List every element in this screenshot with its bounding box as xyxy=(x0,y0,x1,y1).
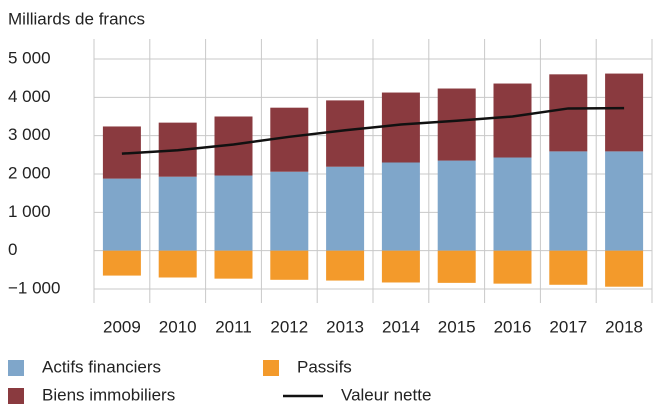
legend-swatch xyxy=(8,388,24,404)
x-tick-label: 2017 xyxy=(549,317,587,336)
y-tick-label: 5 000 xyxy=(8,48,51,67)
x-tick-label: 2012 xyxy=(270,317,308,336)
bar xyxy=(549,250,588,285)
bar xyxy=(102,178,141,251)
bar xyxy=(381,250,420,283)
y-axis-label: Milliards de francs xyxy=(8,9,145,28)
bar xyxy=(158,176,197,251)
bar xyxy=(493,83,532,158)
legend-label: Valeur nette xyxy=(341,385,431,404)
bar xyxy=(605,73,644,152)
bar xyxy=(437,88,476,161)
x-tick-label: 2013 xyxy=(326,317,364,336)
y-tick-label: 1 000 xyxy=(8,202,51,221)
bar xyxy=(437,250,476,283)
y-tick-label: −1 000 xyxy=(8,278,60,297)
x-tick-label: 2016 xyxy=(494,317,532,336)
x-tick-label: 2014 xyxy=(382,317,420,336)
x-tick-label: 2009 xyxy=(103,317,141,336)
y-tick-label: 2 000 xyxy=(8,163,51,182)
bar xyxy=(437,160,476,251)
legend-label: Biens immobiliers xyxy=(42,385,175,404)
bar xyxy=(381,92,420,163)
bar xyxy=(549,151,588,251)
legend-swatch xyxy=(263,360,279,376)
legend-swatch xyxy=(8,360,24,376)
bar xyxy=(102,250,141,276)
bar xyxy=(214,250,253,279)
bar xyxy=(605,250,644,287)
bar xyxy=(158,250,197,278)
bar xyxy=(270,171,309,251)
y-tick-label: 3 000 xyxy=(8,125,51,144)
bar xyxy=(605,151,644,251)
x-tick-label: 2011 xyxy=(215,317,252,336)
bar xyxy=(326,166,365,251)
bar xyxy=(214,175,253,251)
bar xyxy=(549,74,588,152)
legend-label: Actifs financiers xyxy=(42,357,161,376)
legend-label: Passifs xyxy=(297,357,352,376)
bar xyxy=(326,250,365,281)
bar xyxy=(381,162,420,251)
bar xyxy=(493,250,532,284)
x-tick-label: 2010 xyxy=(159,317,197,336)
x-tick-label: 2018 xyxy=(605,317,643,336)
bar xyxy=(326,100,365,167)
x-tick-label: 2015 xyxy=(438,317,476,336)
line xyxy=(121,106,625,155)
bar xyxy=(270,250,309,280)
bar xyxy=(493,157,532,251)
y-tick-label: 4 000 xyxy=(8,87,51,106)
y-tick-label: 0 xyxy=(8,240,17,259)
